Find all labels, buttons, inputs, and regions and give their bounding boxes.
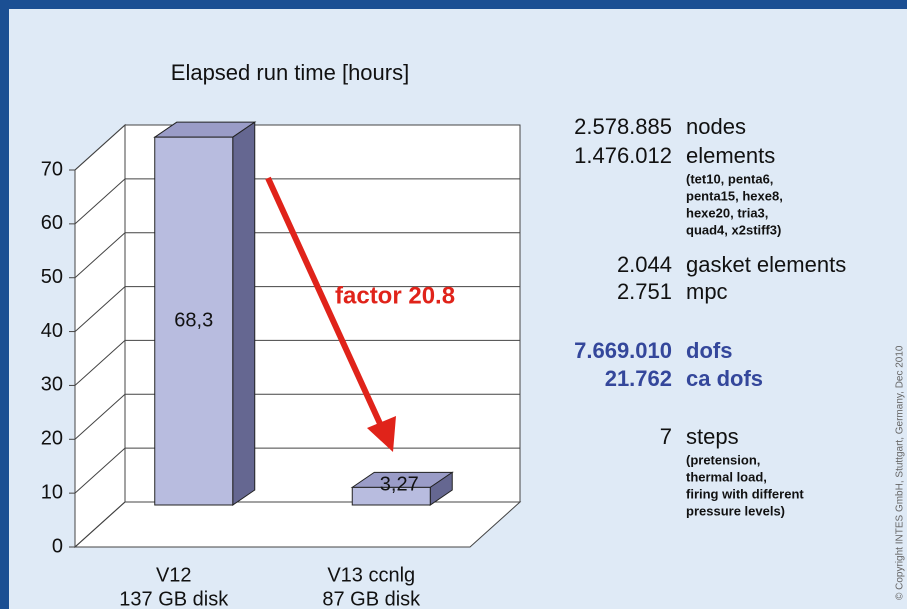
x-tick-sublabel: 87 GB disk <box>322 588 421 609</box>
value-label: 68,3 <box>174 309 213 331</box>
left-border <box>0 0 9 609</box>
fact-number: 2.751 <box>617 279 672 304</box>
y-tick-label: 70 <box>41 158 63 180</box>
value-label: 3,27 <box>380 474 419 496</box>
fact-number: 21.762 <box>605 366 672 391</box>
fact-detail: penta15, hexe8, <box>686 188 783 203</box>
fact-detail: quad4, x2stiff3) <box>686 222 781 237</box>
side-wall <box>74 123 126 549</box>
top-border <box>0 0 907 9</box>
fact-label: elements <box>686 143 775 168</box>
fact-label: nodes <box>686 114 746 139</box>
y-tick-label: 10 <box>41 481 63 503</box>
fact-label: ca dofs <box>686 366 763 391</box>
bar-front <box>351 486 431 506</box>
x-tick-sublabel: 137 GB disk <box>119 588 229 609</box>
fact-number: 1.476.012 <box>574 143 672 168</box>
fact-detail: (pretension, <box>686 452 760 467</box>
y-tick-label: 40 <box>41 320 63 342</box>
x-tick-label: V13 ccnlg <box>327 564 415 586</box>
fact-label: dofs <box>686 338 732 363</box>
y-tick-label: 50 <box>41 266 63 288</box>
grid-line <box>74 447 520 494</box>
arrow-head <box>367 416 396 452</box>
grid-line <box>74 393 520 440</box>
fact-detail: firing with different <box>686 486 804 501</box>
bar-front <box>154 136 234 506</box>
fact-number: 2.578.885 <box>574 114 672 139</box>
fact-detail: hexe20, tria3, <box>686 205 768 220</box>
y-tick-label: 30 <box>41 374 63 396</box>
fact-label: gasket elements <box>686 252 846 277</box>
x-tick-label: V12 <box>156 564 192 586</box>
fact-number: 7.669.010 <box>574 338 672 363</box>
fact-number: 2.044 <box>617 252 672 277</box>
fact-detail: (tet10, penta6, <box>686 171 773 186</box>
fact-number: 7 <box>660 424 672 449</box>
grid-line <box>74 232 520 279</box>
bar <box>350 471 454 506</box>
grid-line <box>74 339 520 386</box>
y-tick-label: 0 <box>52 535 63 557</box>
copyright: © Copyright INTES GmbH, Stuttgart, Germa… <box>895 345 906 600</box>
chart-title: Elapsed run time [hours] <box>171 60 409 85</box>
fact-detail: pressure levels) <box>686 503 785 518</box>
fact-label: mpc <box>686 279 728 304</box>
floor <box>73 501 522 548</box>
grid-line <box>74 124 520 171</box>
y-tick-label: 20 <box>41 428 63 450</box>
annotation: factor 20.8 <box>335 282 455 309</box>
fact-label: steps <box>686 424 739 449</box>
grid-line <box>74 178 520 225</box>
bar <box>153 121 257 506</box>
grid-line <box>74 286 520 332</box>
arrow-shaft <box>265 176 385 430</box>
y-tick-label: 60 <box>41 212 63 234</box>
bar-side <box>232 121 256 506</box>
fact-detail: thermal load, <box>686 469 767 484</box>
